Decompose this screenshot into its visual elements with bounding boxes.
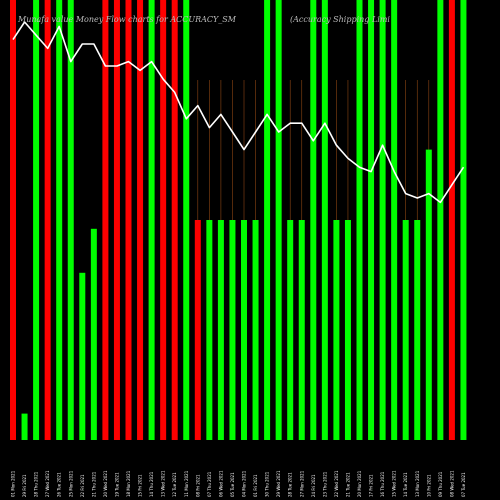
bar [113, 0, 120, 440]
money-flow-line [12, 21, 465, 204]
tick-label: 17 Fri 2021 [369, 474, 374, 497]
tick-label: 13 Mon 2021 [415, 470, 420, 497]
tick-label: 20 Wed 2021 [103, 470, 108, 497]
tick-label: 21 Thu 2021 [91, 471, 96, 497]
bar [229, 220, 236, 440]
bar [460, 0, 467, 440]
tick-label: 28 Tue 2021 [288, 472, 293, 497]
tick-label: 30 Thu 2021 [265, 471, 270, 497]
bar [252, 220, 259, 440]
bar [56, 0, 63, 440]
bar [33, 0, 40, 440]
tick-label: 08 Wed 2021 [449, 470, 454, 497]
bar [102, 0, 109, 440]
tick-label: 24 Fri 2021 [311, 474, 316, 497]
bar [298, 220, 305, 440]
tick-label: 20 Mon 2021 [357, 470, 362, 497]
bar [287, 220, 294, 440]
tick-label: 16 Thu 2021 [380, 471, 385, 497]
bar [171, 0, 178, 440]
tick-label: 29 Fri 2021 [22, 474, 27, 497]
bar [275, 0, 282, 440]
bar [125, 0, 132, 440]
tick-label: 14 Thu 2021 [149, 471, 154, 497]
tick-label: 22 Wed 2021 [334, 470, 339, 497]
tick-label: 29 Wed 2021 [276, 470, 281, 497]
tick-label: 13 Wed 2021 [161, 470, 166, 497]
bar [79, 272, 86, 440]
bar [67, 0, 74, 440]
bar [391, 0, 398, 440]
bar [217, 220, 224, 440]
bar [425, 149, 432, 440]
tick-label: 21 Tue 2021 [345, 472, 350, 497]
tick-label: 25 Mon 2021 [68, 470, 73, 497]
tick-label: 15 Fri 2021 [138, 474, 143, 497]
tick-label: 04 Mon 2021 [242, 470, 247, 497]
bar [183, 0, 190, 440]
bar [44, 0, 51, 440]
tick-label: 08 Fri 2021 [195, 474, 200, 497]
bar [148, 0, 155, 440]
bar [414, 220, 421, 440]
bar [241, 220, 247, 440]
tick-label: 01 Fri 2021 [253, 474, 258, 497]
tick-label: 18 Mon 2021 [126, 470, 131, 497]
bar [194, 220, 201, 440]
tick-label: 19 Tue 2021 [114, 472, 119, 497]
bar [356, 0, 363, 440]
tick-label: 26 Tue 2021 [57, 472, 62, 497]
bar [160, 0, 167, 440]
bar [368, 0, 375, 440]
bar [206, 220, 213, 440]
bar [321, 0, 328, 440]
tick-label: 23 Thu 2021 [322, 471, 327, 497]
bar [137, 0, 144, 440]
bar [10, 0, 16, 440]
tick-label: 22 Fri 2021 [80, 474, 85, 497]
x-tick-labels: 01 Mon 2021 29 Fri 2021 28 Thu 2021 27 Wed … [11, 470, 466, 497]
tick-label: 05 Tue 2021 [230, 472, 235, 497]
bar [344, 220, 351, 440]
tick-label: 06 Wed 2021 [218, 470, 223, 497]
tick-label: 27 Wed 2021 [45, 470, 50, 497]
bar [402, 220, 409, 440]
tick-label: 15 Wed 2021 [392, 470, 397, 497]
bar [90, 228, 97, 440]
bars [10, 0, 467, 440]
bar [333, 220, 340, 440]
tick-label: 28 Thu 2021 [34, 471, 39, 497]
tick-label: 10 Fri 2021 [426, 474, 431, 497]
tick-label: 11 Mon 2021 [184, 470, 189, 497]
tick-label: 27 Mon 2021 [299, 470, 304, 497]
bar [310, 0, 317, 440]
bar [21, 413, 28, 440]
tick-label: 07 Thu 2021 [207, 471, 212, 497]
tick-label: 01 Mon 2021 [11, 470, 16, 497]
bar [448, 0, 455, 440]
chart-title: Munafa value Money Flow charts for ACCUR… [17, 15, 237, 24]
tick-label: 07 Tue 2021 [461, 472, 466, 497]
bar [379, 0, 386, 440]
tick-label: 12 Tue 2021 [172, 472, 177, 497]
chart-subtitle: (Accuracy Shipping Limi [290, 15, 390, 24]
bar [437, 0, 444, 440]
bar [264, 0, 271, 440]
tick-label: 14 Tue 2021 [403, 472, 408, 497]
tick-label: 09 Thu 2021 [438, 471, 443, 497]
